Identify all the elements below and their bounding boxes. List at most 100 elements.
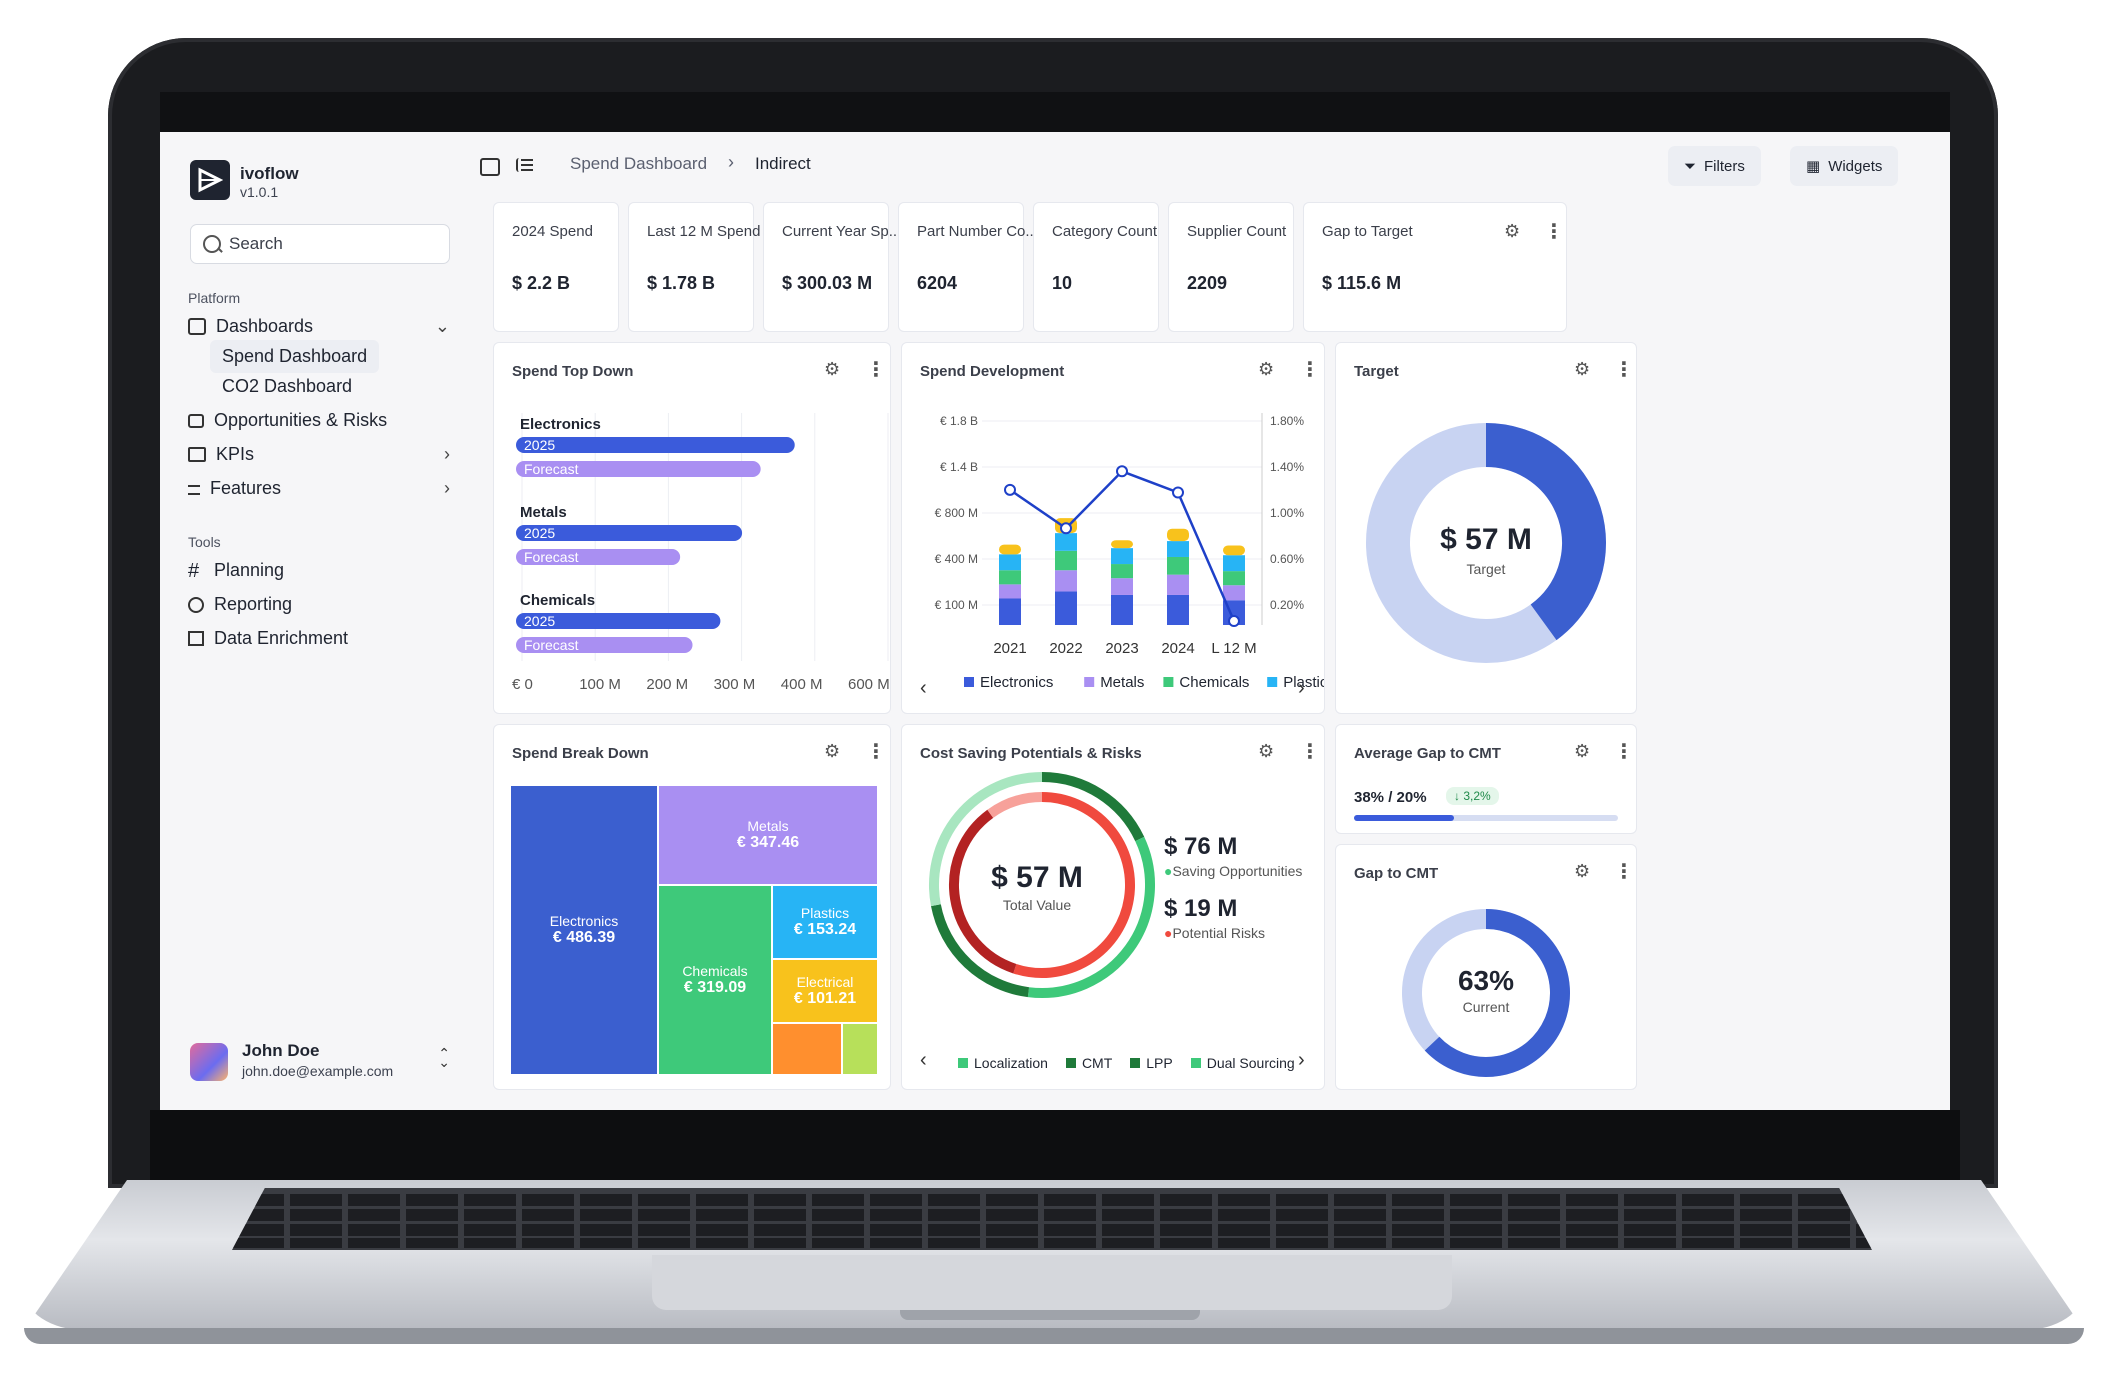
kpi-value: 2209	[1187, 273, 1228, 293]
sidebar-item-kpis[interactable]: KPIs ›	[188, 444, 450, 465]
gear-icon[interactable]: ⚙	[1504, 221, 1521, 241]
category-label: Electronics	[520, 416, 601, 433]
chevron-left-icon[interactable]: ‹	[920, 1049, 927, 1071]
widget-title: Cost Saving Potentials & Risks	[920, 745, 1142, 762]
x-tick-label: 600 M	[848, 676, 890, 693]
sidebar-item-dashboards[interactable]: Dashboards ⌄	[188, 316, 450, 337]
bar-label: Forecast	[524, 637, 579, 653]
kpi-card[interactable]: Current Year Sp... $ 300.03 M	[763, 202, 901, 332]
category-label: Metals	[520, 504, 567, 521]
gear-icon[interactable]: ⚙	[1258, 741, 1275, 761]
gear-icon[interactable]: ⚙	[1574, 861, 1591, 881]
gear-icon[interactable]: ⚙	[824, 741, 841, 761]
stacked-bar	[1111, 548, 1133, 565]
sidebar-item-label: KPIs	[216, 444, 255, 464]
kpi-card[interactable]: Category Count 10	[1033, 202, 1159, 332]
gear-icon[interactable]: ⚙	[1574, 359, 1591, 379]
screen-bezel-top	[160, 92, 1950, 132]
treemap-tile-small[interactable]	[842, 1023, 878, 1075]
chevron-down-icon: ⌄	[434, 316, 450, 336]
more-icon[interactable]: ⋮	[1300, 741, 1320, 763]
spend-treemap: Electronics € 486.39 Metals € 347.46 Chemica…	[510, 785, 878, 1075]
book-icon	[188, 447, 206, 462]
more-icon[interactable]: ⋮	[1614, 359, 1634, 381]
y-tick-label-right: 1.80%	[1270, 414, 1304, 428]
gear-icon[interactable]: ⚙	[824, 359, 841, 379]
chevron-left-icon[interactable]: ‹	[920, 677, 927, 699]
sidebar-toggle-icon[interactable]	[480, 158, 500, 176]
rate-point	[1116, 465, 1128, 478]
sidebar-item-reporting[interactable]: Reporting	[188, 594, 292, 615]
sidebar-item-planning[interactable]: # Planning	[188, 560, 284, 581]
stacked-bar	[1223, 571, 1245, 586]
spend-development-chart: € 100 M € 400 M € 800 M € 1.4 B € 1.8 B 0.20%…	[935, 413, 1324, 691]
more-icon[interactable]: ⋮	[866, 741, 886, 763]
treemap-tile[interactable]: Electrical € 101.21	[772, 959, 878, 1023]
sidebar: ivoflow v1.0.1 Search Platform Dashboard…	[160, 132, 460, 1110]
sidebar-item-features[interactable]: Features ›	[188, 478, 450, 499]
chevron-right-icon[interactable]: ›	[1298, 1049, 1305, 1071]
widgets-button[interactable]: ▦ Widgets	[1790, 146, 1899, 186]
more-icon[interactable]: ⋮	[1614, 861, 1634, 883]
more-icon[interactable]: ⋮	[1544, 221, 1564, 243]
widgets-icon: ▦	[1806, 158, 1821, 175]
sidebar-item-opportunities[interactable]: Opportunities & Risks	[188, 410, 387, 431]
kpi-card[interactable]: Last 12 M Spend $ 1.78 B	[628, 202, 760, 332]
treemap-tile[interactable]: Metals € 347.46	[658, 785, 878, 885]
treemap-tile-small[interactable]	[772, 1023, 842, 1075]
more-icon[interactable]: ⋮	[1614, 741, 1634, 763]
y-tick-label-left: € 1.8 B	[940, 414, 978, 428]
bar-label: 2025	[524, 437, 555, 453]
x-tick-label: 200 M	[646, 676, 688, 693]
gear-icon[interactable]: ⚙	[1258, 359, 1275, 379]
cost-total-value: $ 57 M	[991, 861, 1083, 894]
section-tools: Tools	[188, 534, 221, 550]
gap-delta: 3,2%	[1463, 789, 1491, 803]
screen: ivoflow v1.0.1 Search Platform Dashboard…	[160, 132, 1950, 1110]
legend-label: Plastics	[1283, 674, 1324, 691]
sidebar-item-co2-dashboard[interactable]: CO2 Dashboard	[222, 376, 353, 396]
ring-outer-segment	[1027, 836, 1155, 998]
rate-point	[1060, 522, 1072, 535]
sidebar-item-spend-dashboard[interactable]: Spend Dashboard	[210, 340, 380, 373]
more-icon[interactable]: ⋮	[866, 359, 886, 381]
treemap-tile[interactable]: Chemicals € 319.09	[658, 885, 772, 1075]
user-menu[interactable]: John Doe john.doe@example.com ⌃ ⌄	[190, 1037, 460, 1087]
more-icon[interactable]: ⋮	[1300, 359, 1320, 381]
search-input[interactable]: Search	[190, 224, 450, 264]
tile-name: Electrical	[796, 974, 854, 990]
chevron-right-icon[interactable]: ›	[1298, 677, 1305, 699]
kpi-card[interactable]: 2024 Spend $ 2.2 B	[493, 202, 619, 332]
briefcase-icon	[188, 413, 204, 428]
kpi-card[interactable]: Part Number Co... 6204	[898, 202, 1038, 332]
green-dot-icon: ●	[1164, 863, 1173, 879]
donut-value	[1485, 423, 1606, 641]
breadcrumb-spend-dashboard[interactable]: Spend Dashboard	[570, 154, 708, 173]
sliders-icon	[188, 485, 200, 495]
gear-icon[interactable]: ⚙	[1574, 741, 1591, 761]
ring-inner-segment	[1013, 792, 1135, 978]
filters-button[interactable]: ⏷ Filters	[1668, 146, 1761, 186]
treemap-tile[interactable]: Plastics € 153.24	[772, 885, 878, 959]
trackpad	[652, 1255, 1452, 1310]
tile-value: € 486.39	[552, 929, 616, 946]
kpi-card[interactable]: Gap to Target $ 115.6 M ⚙ ⋮	[1303, 202, 1567, 332]
legend-label: Chemicals	[1179, 674, 1249, 691]
kpi-card[interactable]: Supplier Count 2209	[1168, 202, 1294, 332]
kpi-value: 6204	[917, 273, 958, 293]
chevron-up-down-icon: ⌃ ⌄	[438, 1045, 450, 1070]
legend-label: Dual Sourcing	[1206, 1055, 1295, 1071]
stacked-bar	[1055, 550, 1077, 571]
sidebar-item-data-enrichment[interactable]: Data Enrichment	[188, 628, 348, 649]
list-icon[interactable]	[516, 158, 533, 172]
cost-legend: Localization CMT LPP Dual Sourcing	[958, 1055, 1295, 1071]
y-tick-label-left: € 1.4 B	[940, 460, 978, 474]
tile-name: Electronics	[549, 913, 619, 929]
target-label: Target	[1466, 561, 1506, 577]
tile-name: Metals	[747, 818, 789, 834]
app-logo[interactable]	[190, 160, 230, 200]
saving-label-text: Saving Opportunities	[1172, 863, 1303, 879]
treemap-tile[interactable]: Electronics € 486.39	[510, 785, 658, 1075]
spend-top-down-chart: € 0 100 M 200 M 300 M 400 M 600 M Electronics 2…	[512, 413, 890, 693]
tile-value: € 101.21	[793, 990, 857, 1007]
